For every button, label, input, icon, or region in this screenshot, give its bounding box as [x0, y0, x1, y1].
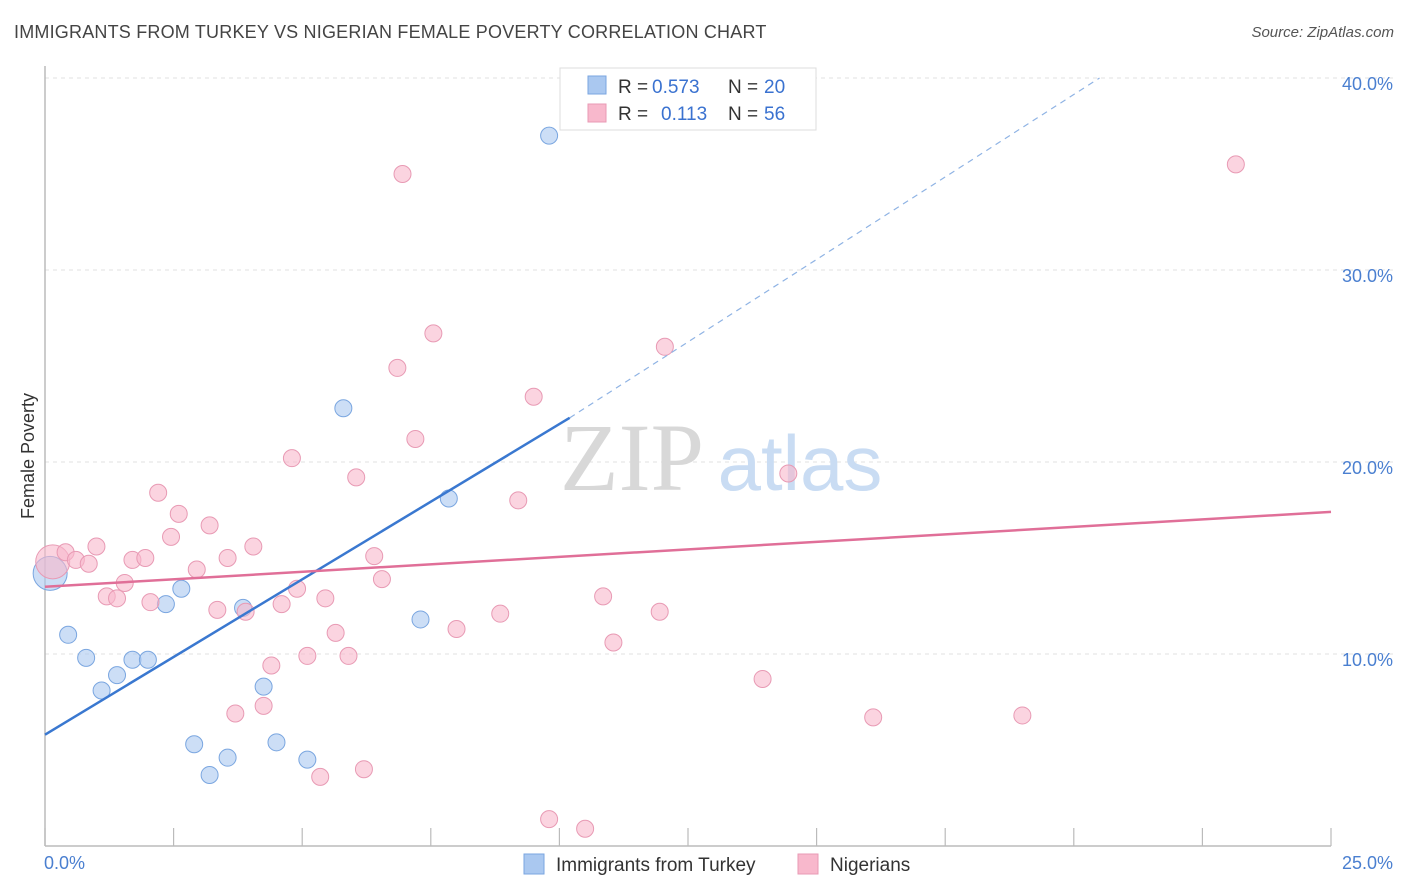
legend-n-value-turkey: 20 — [764, 77, 785, 98]
turkey-point — [139, 651, 156, 668]
gridlines — [45, 78, 1395, 654]
y-tick-label: 40.0% — [1342, 74, 1393, 94]
nigerian-point — [201, 517, 218, 534]
nigerian-point — [407, 430, 424, 447]
watermark-atlas: atlas — [718, 419, 883, 507]
nigerian-point — [80, 555, 97, 572]
nigerian-point — [425, 325, 442, 342]
nigerian-point — [525, 388, 542, 405]
legend-n-value-nigerians: 56 — [764, 104, 785, 125]
turkey-point — [201, 766, 218, 783]
nigerian-point — [273, 596, 290, 613]
turkey-point — [335, 400, 352, 417]
bottom-legend: Immigrants from Turkey Nigerians — [524, 854, 910, 876]
nigerian-point — [780, 465, 797, 482]
turkey-point — [541, 127, 558, 144]
watermark: ZIP atlas — [560, 404, 882, 511]
nigerian-point — [1014, 707, 1031, 724]
nigerian-point — [137, 550, 154, 567]
legend-r-label-nigerians: R = — [618, 104, 648, 125]
y-tick-label: 30.0% — [1342, 266, 1393, 286]
turkey-point — [157, 596, 174, 613]
nigerian-point — [327, 624, 344, 641]
top-legend: R = 0.573 N = 20 R = 0.113 N = 56 — [560, 68, 816, 130]
nigerian-point — [373, 571, 390, 588]
y-tick-label: 20.0% — [1342, 458, 1393, 478]
turkey-point — [173, 580, 190, 597]
nigerian-point — [317, 590, 334, 607]
nigerian-point — [188, 561, 205, 578]
turkey-point — [109, 667, 126, 684]
bottom-legend-swatch-turkey — [524, 854, 544, 874]
legend-r-label-turkey: R = — [618, 77, 648, 98]
nigerian-point — [651, 603, 668, 620]
turkey-point — [186, 736, 203, 753]
y-tick-label: 10.0% — [1342, 650, 1393, 670]
nigerian-point — [109, 590, 126, 607]
nigerian-point — [605, 634, 622, 651]
nigerian-point — [312, 768, 329, 785]
nigerian-point — [389, 359, 406, 376]
nigerian-point — [595, 588, 612, 605]
turkey-point — [60, 626, 77, 643]
legend-n-label-nigerians: N = — [728, 104, 758, 125]
legend-swatch-nigerians — [588, 104, 606, 122]
nigerian-point — [448, 621, 465, 638]
legend-r-value-nigerians: 0.113 — [661, 104, 707, 125]
nigerian-point — [510, 492, 527, 509]
legend-n-label-turkey: N = — [728, 77, 758, 98]
turkey-point — [412, 611, 429, 628]
nigerian-point — [394, 166, 411, 183]
nigerian-point — [492, 605, 509, 622]
chart-canvas: ZIP atlas 10.0%20.0%30.0%40.0%0.0% 25.0% … — [0, 0, 1406, 892]
nigerian-point — [541, 811, 558, 828]
nigerian-point — [577, 820, 594, 837]
turkey-point — [78, 649, 95, 666]
bottom-legend-swatch-nigerians — [798, 854, 818, 874]
nigerian-point — [209, 601, 226, 618]
nigerian-point — [299, 647, 316, 664]
nigerian-point — [348, 469, 365, 486]
nigerian-point — [340, 647, 357, 664]
nigerian-point — [656, 338, 673, 355]
nigerian-point — [163, 528, 180, 545]
turkey-point — [255, 678, 272, 695]
nigerian-point — [754, 670, 771, 687]
x-tick-label-max: 25.0% — [1342, 853, 1393, 873]
nigerian-point — [355, 761, 372, 778]
turkey-point — [440, 490, 457, 507]
turkey-point — [219, 749, 236, 766]
bottom-legend-label-nigerians: Nigerians — [830, 855, 910, 876]
turkey-point — [124, 651, 141, 668]
turkey-point — [268, 734, 285, 751]
nigerian-point — [865, 709, 882, 726]
nigerian-point — [245, 538, 262, 555]
nigerian-point — [263, 657, 280, 674]
nigerian-trend-line — [45, 512, 1331, 587]
nigerian-point — [227, 705, 244, 722]
y-axis-title: Female Poverty — [18, 393, 38, 519]
watermark-zip: ZIP — [560, 404, 704, 511]
legend-r-value-turkey: 0.573 — [652, 77, 700, 98]
nigerian-point — [366, 548, 383, 565]
nigerian-point — [150, 484, 167, 501]
nigerian-point — [88, 538, 105, 555]
nigerian-point — [142, 594, 159, 611]
nigerian-point — [170, 505, 187, 522]
nigerian-point — [219, 550, 236, 567]
x-tick-label-min: 0.0% — [44, 853, 85, 873]
nigerian-point — [255, 697, 272, 714]
nigerian-point — [283, 450, 300, 467]
turkey-point — [299, 751, 316, 768]
legend-swatch-turkey — [588, 76, 606, 94]
nigerian-point — [1227, 156, 1244, 173]
bottom-legend-label-turkey: Immigrants from Turkey — [556, 855, 756, 876]
